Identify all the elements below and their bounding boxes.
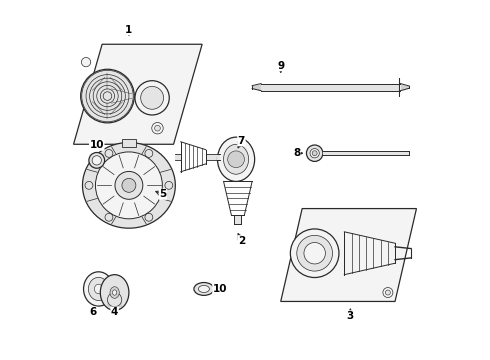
Text: 8: 8 [293, 148, 300, 158]
Ellipse shape [95, 284, 103, 294]
Text: 4: 4 [111, 307, 118, 317]
Text: 1: 1 [125, 25, 132, 35]
Text: 3: 3 [347, 311, 354, 321]
Circle shape [383, 288, 393, 297]
Ellipse shape [194, 283, 214, 296]
Text: 9: 9 [277, 61, 284, 71]
Text: 10: 10 [213, 284, 227, 294]
Text: 6: 6 [90, 307, 97, 317]
Ellipse shape [107, 293, 122, 307]
Circle shape [145, 149, 153, 157]
Circle shape [228, 151, 245, 168]
Circle shape [152, 122, 163, 134]
Circle shape [115, 171, 143, 199]
Text: 10: 10 [90, 140, 104, 150]
Text: 7: 7 [238, 136, 245, 146]
Circle shape [135, 81, 169, 115]
Ellipse shape [198, 285, 209, 292]
Polygon shape [82, 143, 175, 228]
Ellipse shape [113, 290, 117, 295]
Ellipse shape [100, 275, 129, 310]
Circle shape [386, 290, 391, 295]
Circle shape [89, 153, 104, 168]
Circle shape [291, 229, 339, 278]
Circle shape [141, 86, 164, 109]
Polygon shape [122, 139, 136, 147]
Circle shape [122, 179, 136, 192]
Circle shape [310, 149, 319, 158]
Circle shape [165, 181, 173, 189]
Text: 2: 2 [238, 236, 245, 246]
Polygon shape [74, 44, 202, 144]
Circle shape [81, 58, 91, 67]
Polygon shape [281, 208, 416, 301]
Ellipse shape [88, 277, 109, 301]
Circle shape [105, 213, 113, 221]
Circle shape [304, 243, 325, 264]
Circle shape [92, 156, 101, 165]
Circle shape [312, 151, 317, 156]
Polygon shape [398, 78, 399, 96]
Ellipse shape [223, 144, 248, 174]
Circle shape [297, 235, 333, 271]
Text: 5: 5 [159, 189, 167, 199]
Ellipse shape [83, 272, 114, 306]
Circle shape [155, 125, 160, 131]
Ellipse shape [110, 287, 119, 298]
Circle shape [96, 152, 162, 219]
Circle shape [85, 181, 93, 189]
Circle shape [81, 69, 134, 123]
Circle shape [306, 145, 323, 161]
Ellipse shape [218, 137, 255, 181]
Circle shape [145, 213, 153, 221]
Circle shape [105, 149, 113, 157]
